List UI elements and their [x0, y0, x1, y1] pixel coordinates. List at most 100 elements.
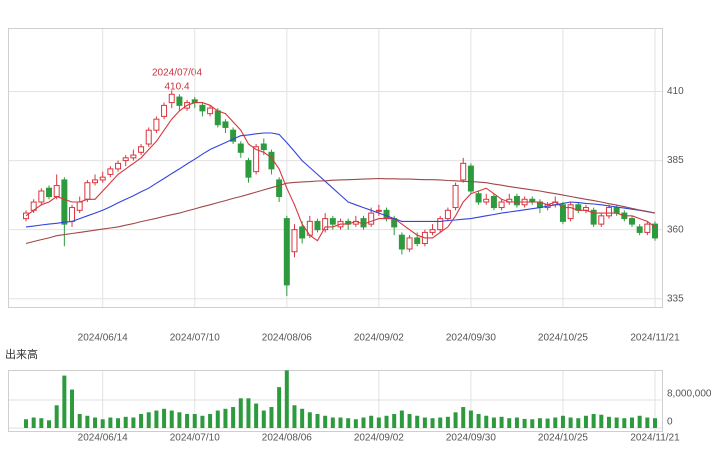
candle-body	[299, 226, 306, 239]
peak-value: 410.4	[164, 82, 189, 93]
volume-label: 出来高	[5, 347, 38, 361]
volume-bar	[208, 414, 213, 428]
candle-body	[61, 179, 68, 225]
volume-bar	[653, 418, 657, 428]
volume-bar	[292, 405, 297, 428]
volume-bar	[637, 415, 642, 428]
volume-bar	[154, 410, 159, 428]
volume-bar	[384, 415, 389, 428]
volume-bar	[100, 419, 105, 428]
y-tick-label: 385	[667, 155, 684, 166]
volume-bar	[422, 417, 427, 428]
candle-body	[38, 190, 45, 203]
volume-bar	[491, 417, 496, 428]
candle-body	[122, 157, 129, 162]
candle-body	[475, 193, 482, 203]
volume-bar	[514, 417, 519, 428]
candle-body	[368, 212, 375, 225]
volume-bar	[346, 418, 351, 428]
candle-body	[230, 129, 237, 142]
volume-tick-label: 0	[667, 417, 673, 428]
volume-bar	[31, 417, 36, 428]
candle-body	[145, 129, 152, 145]
volume-x-tick-label: 2024/07/10	[170, 433, 220, 444]
volume-bar	[330, 417, 335, 428]
candle-body	[437, 218, 444, 231]
volume-bar	[568, 417, 573, 428]
candle-body	[69, 207, 76, 222]
volume-bar	[415, 415, 420, 428]
volume-tick-label: 8,000,000	[667, 389, 712, 400]
volume-bar	[169, 410, 174, 428]
volume-bar	[407, 414, 412, 428]
x-tick-label: 2024/11/21	[630, 333, 680, 344]
candle-body	[498, 201, 505, 209]
volume-bar	[192, 414, 197, 428]
volume-bar	[430, 418, 435, 428]
y-tick-label: 360	[667, 224, 684, 235]
candle-body	[652, 223, 658, 239]
candle-body	[644, 223, 651, 233]
candle-body	[467, 165, 474, 192]
candle-body	[222, 121, 229, 128]
volume-bar	[614, 417, 619, 428]
volume-bar	[353, 419, 358, 428]
volume-x-tick-label: 2024/08/06	[262, 433, 312, 444]
volume-bar	[200, 415, 205, 428]
volume-bar	[545, 418, 550, 428]
candle-body	[130, 154, 137, 159]
volume-bar	[269, 407, 274, 428]
volume-bar	[507, 418, 512, 428]
volume-bar	[47, 420, 52, 428]
volume-bar	[499, 416, 504, 428]
candle-body	[23, 212, 29, 220]
candle-body	[138, 146, 145, 153]
y-tick-label: 410	[667, 86, 684, 97]
volume-bar	[300, 408, 305, 428]
volume-bar	[131, 417, 136, 428]
candle-body	[168, 93, 175, 104]
candle-body	[590, 209, 597, 225]
volume-bar	[123, 416, 128, 428]
candle-body	[253, 146, 260, 173]
volume-bar	[177, 412, 182, 428]
candle-body	[84, 182, 91, 200]
candle-body	[398, 234, 405, 250]
candle-body	[567, 204, 574, 220]
candle-body	[314, 220, 321, 231]
candle-body	[260, 143, 267, 151]
volume-bar	[24, 419, 28, 428]
volume-bar	[445, 416, 450, 428]
volume-x-tick-label: 2024/06/14	[78, 433, 128, 444]
volume-bar	[484, 415, 489, 428]
volume-x-tick-label: 2024/09/02	[354, 433, 404, 444]
volume-bar	[599, 414, 604, 428]
candle-body	[613, 207, 620, 214]
x-tick-label: 2024/07/10	[170, 333, 220, 344]
volume-bar	[369, 415, 374, 428]
volume-bar	[560, 415, 565, 428]
price-panel-frame	[8, 28, 663, 308]
volume-x-tick-label: 2024/11/21	[630, 433, 680, 444]
volume-bar	[392, 414, 397, 428]
candle-body	[276, 179, 283, 198]
volume-bar	[323, 415, 328, 428]
volume-bar	[223, 408, 228, 428]
candle-body	[107, 168, 114, 175]
volume-bar	[70, 389, 75, 428]
volume-bar	[108, 417, 113, 428]
volume-bar	[537, 418, 542, 428]
volume-bar	[453, 412, 458, 428]
volume-bar	[284, 370, 289, 428]
x-tick-label: 2024/08/06	[262, 333, 312, 344]
candle-body	[245, 160, 252, 178]
x-tick-label: 2024/09/02	[354, 333, 404, 344]
volume-bar	[361, 417, 366, 428]
candle-body	[115, 162, 122, 170]
candle-body	[291, 229, 298, 253]
candle-body	[636, 226, 643, 233]
candle-body	[207, 107, 214, 115]
volume-bar	[606, 416, 611, 428]
candle-body	[76, 201, 83, 211]
volume-bar	[162, 408, 167, 428]
